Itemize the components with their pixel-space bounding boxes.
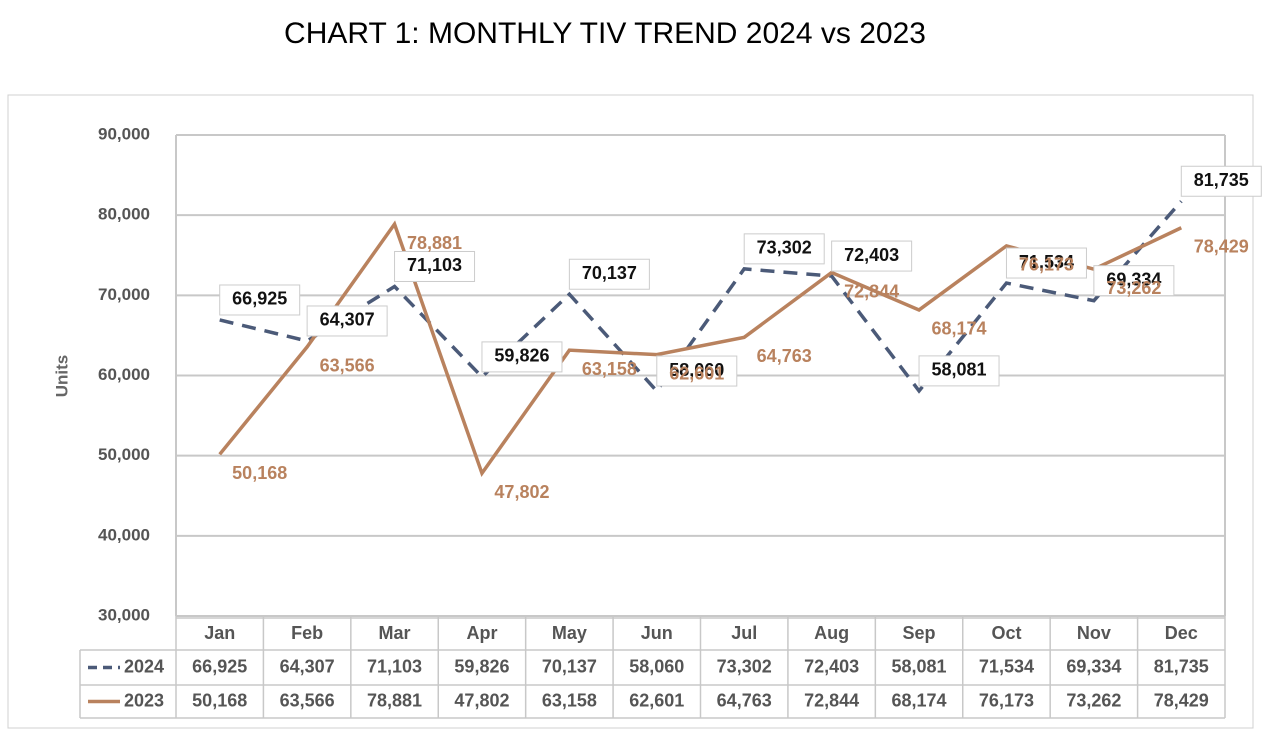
table-cell: 47,802 — [454, 690, 509, 710]
x-tick-label: Feb — [291, 623, 323, 643]
line-2024 — [219, 200, 1183, 394]
label-box — [831, 240, 913, 272]
chart-title: CHART 1: MONTHLY TIV TREND 2024 vs 2023 — [284, 17, 926, 50]
data-label: 58,081 — [932, 360, 987, 380]
table-cell: 76,173 — [979, 690, 1034, 710]
legend-label: 2023 — [124, 690, 164, 710]
data-label: 64,307 — [320, 310, 375, 330]
data-label: 72,844 — [844, 281, 899, 301]
x-tick-label: May — [552, 623, 587, 643]
y-axis-title: Units — [52, 355, 71, 398]
chart-frame — [7, 94, 1254, 729]
data-label: 59,826 — [494, 346, 549, 366]
x-tick-label: Mar — [379, 623, 411, 643]
table-cell: 58,060 — [629, 656, 684, 676]
x-tick-label: Jun — [641, 623, 673, 643]
table-cell: 73,302 — [717, 656, 772, 676]
label-box — [918, 355, 1000, 387]
label-box — [1180, 165, 1262, 197]
data-label: 64,763 — [757, 346, 812, 366]
x-tick-label: Jan — [204, 623, 235, 643]
table-cell: 81,735 — [1154, 656, 1209, 676]
legend-label: 2024 — [124, 656, 164, 676]
data-label: 70,137 — [582, 263, 637, 283]
data-label: 81,735 — [1194, 170, 1249, 190]
y-tick-label: 70,000 — [98, 285, 150, 304]
table-cell: 66,925 — [192, 656, 247, 676]
data-label: 72,403 — [844, 245, 899, 265]
table-cell: 50,168 — [192, 690, 247, 710]
data-label: 71,534 — [1019, 252, 1074, 272]
y-tick-label: 60,000 — [98, 365, 150, 384]
table-cell: 71,103 — [367, 656, 422, 676]
table-cell: 68,174 — [892, 690, 947, 710]
x-tick-label: Oct — [991, 623, 1021, 643]
x-tick-label: Apr — [466, 623, 497, 643]
data-label: 63,158 — [582, 359, 637, 379]
table-cell: 71,534 — [979, 656, 1034, 676]
y-tick-label: 90,000 — [98, 124, 150, 143]
table-cell: 63,158 — [542, 690, 597, 710]
label-box — [394, 250, 476, 282]
data-label: 78,429 — [1194, 237, 1249, 257]
label-box — [568, 258, 650, 290]
data-label: 76,173 — [1019, 255, 1074, 275]
table-cell: 72,844 — [804, 690, 859, 710]
data-label: 63,566 — [320, 356, 375, 376]
label-box — [1093, 265, 1175, 297]
label-box — [219, 284, 301, 316]
data-label: 47,802 — [494, 482, 549, 502]
y-tick-label: 30,000 — [98, 605, 150, 624]
table-cell: 70,137 — [542, 656, 597, 676]
data-label: 68,174 — [932, 319, 987, 339]
table-cell: 62,601 — [629, 690, 684, 710]
table-cell: 64,763 — [717, 690, 772, 710]
table-cell: 72,403 — [804, 656, 859, 676]
label-box — [656, 355, 738, 387]
label-box — [481, 341, 563, 373]
table-cell: 73,262 — [1066, 690, 1121, 710]
table-cell: 63,566 — [280, 690, 335, 710]
table-cell: 69,334 — [1066, 656, 1121, 676]
y-tick-label: 80,000 — [98, 205, 150, 224]
label-box — [743, 233, 825, 265]
table-cell: 78,429 — [1154, 690, 1209, 710]
data-label: 69,334 — [1106, 269, 1161, 289]
x-tick-label: Dec — [1165, 623, 1198, 643]
label-box — [1005, 247, 1087, 279]
y-tick-label: 50,000 — [98, 445, 150, 464]
x-tick-label: Nov — [1077, 623, 1111, 643]
label-box — [306, 305, 388, 337]
data-label: 58,060 — [669, 360, 724, 380]
x-tick-label: Jul — [731, 623, 757, 643]
data-label: 62,601 — [669, 363, 724, 383]
data-label: 66,925 — [232, 289, 287, 309]
x-tick-label: Aug — [814, 623, 849, 643]
data-label: 50,168 — [232, 463, 287, 483]
data-label: 73,262 — [1106, 278, 1161, 298]
data-label: 78,881 — [407, 233, 462, 253]
table-cell: 78,881 — [367, 690, 422, 710]
data-label: 73,302 — [757, 238, 812, 258]
x-tick-label: Sep — [903, 623, 936, 643]
table-cell: 58,081 — [892, 656, 947, 676]
data-label: 71,103 — [407, 255, 462, 275]
y-tick-label: 40,000 — [98, 525, 150, 544]
table-cell: 59,826 — [454, 656, 509, 676]
table-cell: 64,307 — [280, 656, 335, 676]
